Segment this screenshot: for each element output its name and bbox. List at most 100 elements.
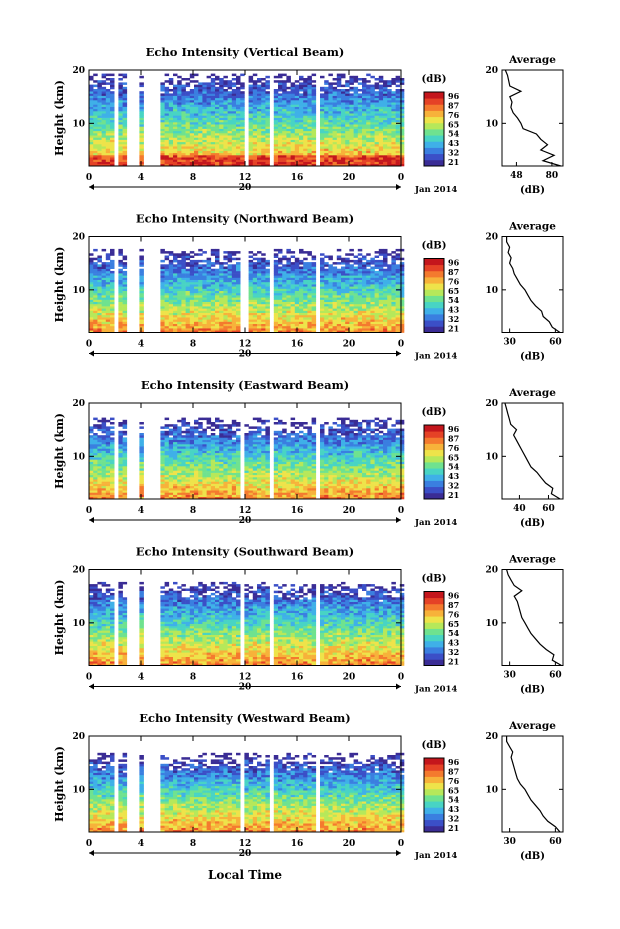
heatmap-cell <box>177 84 182 88</box>
heatmap-cell <box>93 146 98 149</box>
heatmap-cell <box>374 325 380 329</box>
heatmap-cell <box>366 319 371 322</box>
heatmap-cell <box>257 275 262 278</box>
heatmap-cell <box>311 266 317 269</box>
heatmap-cell <box>265 292 270 296</box>
heatmap-cell <box>324 144 329 147</box>
heatmap-cell <box>105 152 111 156</box>
heatmap-cell <box>118 148 123 151</box>
heatmap-cell <box>97 152 102 156</box>
heatmap-cell <box>332 314 338 318</box>
heatmap-cell <box>387 89 392 92</box>
heatmap-cell <box>294 106 300 110</box>
heatmap-cell <box>198 328 203 331</box>
heatmap-cell <box>387 157 392 160</box>
heatmap-cell <box>362 80 367 83</box>
heatmap-cell <box>181 117 186 121</box>
heatmap-cell <box>240 122 245 125</box>
heatmap-cell <box>357 268 363 272</box>
heatmap-cell <box>173 281 178 285</box>
heatmap-cell <box>303 95 308 99</box>
heatmap-cell <box>299 163 304 167</box>
heatmap-cell <box>223 119 228 123</box>
heatmap-cell <box>336 95 342 99</box>
heatmap-cell <box>93 290 98 294</box>
heatmap-cell <box>236 80 241 83</box>
heatmap-cell <box>303 266 308 269</box>
heatmap-cell <box>202 496 207 500</box>
heatmap-cell <box>261 97 266 101</box>
heatmap-cell <box>173 492 178 495</box>
heatmap-cell <box>366 93 371 96</box>
heatmap-cell <box>286 93 291 96</box>
heatmap-cell <box>164 330 170 333</box>
heatmap-cell <box>273 277 279 280</box>
heatmap-cell <box>345 144 350 147</box>
heatmap-cell <box>89 312 94 316</box>
heatmap-cell <box>160 325 165 329</box>
heatmap-cell <box>362 82 367 85</box>
heatmap-cell <box>223 310 228 313</box>
heatmap-cell <box>387 321 392 324</box>
heatmap-cell <box>328 312 333 316</box>
heatmap-cell <box>366 325 371 329</box>
heatmap-cell <box>261 290 266 294</box>
heatmap-cell <box>349 122 354 125</box>
heatmap-cell <box>378 494 384 498</box>
heatmap-cell <box>160 314 165 318</box>
heatmap-cell <box>345 108 350 112</box>
heatmap-cell <box>366 161 371 165</box>
heatmap-cell <box>194 295 199 298</box>
heatmap-cell <box>391 163 396 167</box>
heatmap-cell <box>122 306 128 309</box>
heatmap-cell <box>261 277 266 280</box>
heatmap-cell <box>378 284 384 287</box>
date-label: Jan 2014 <box>414 352 457 362</box>
heatmap-cell <box>89 297 94 300</box>
heatmap-cell <box>374 288 380 291</box>
heatmap-cell <box>357 155 363 158</box>
heatmap-cell <box>173 89 178 92</box>
heatmap-cell <box>139 146 144 149</box>
heatmap-cell <box>387 141 392 145</box>
heatmap-cell <box>370 310 375 313</box>
heatmap-cell <box>341 146 346 149</box>
heatmap-cell <box>278 251 283 254</box>
heatmap-cell <box>231 279 237 283</box>
heatmap-cell <box>194 102 199 105</box>
heatmap-cell <box>177 292 182 296</box>
heatmap-cell <box>164 80 170 83</box>
heatmap-cell <box>177 95 182 99</box>
heatmap-cell <box>210 93 216 96</box>
x-tick-label: 0 <box>398 340 404 350</box>
heatmap-cell <box>265 133 270 136</box>
heatmap-cell <box>139 161 144 165</box>
colorbar-segment <box>424 307 444 315</box>
heatmap-cell <box>324 95 329 99</box>
heatmap-cell <box>198 141 203 145</box>
heatmap-cell <box>345 95 350 99</box>
heatmap-cell <box>399 152 405 156</box>
heatmap-cell <box>93 161 98 165</box>
heatmap-cell <box>328 133 333 136</box>
heatmap-cell <box>227 108 233 112</box>
heatmap-cell <box>261 321 266 324</box>
heatmap-cell <box>353 135 359 138</box>
heatmap-cell <box>93 490 98 493</box>
heatmap-cell <box>168 292 174 296</box>
heatmap-cell <box>240 135 245 138</box>
heatmap-cell <box>387 312 392 316</box>
heatmap-cell <box>177 277 182 280</box>
heatmap-cell <box>299 111 304 114</box>
heatmap-cell <box>278 97 283 101</box>
heatmap-cell <box>332 292 338 296</box>
heatmap-cell <box>198 82 203 85</box>
heatmap-cell <box>349 111 354 114</box>
average-profile-line <box>506 236 561 333</box>
heatmap-cell <box>97 84 102 88</box>
heatmap-cell <box>282 308 287 311</box>
heatmap-cell <box>89 95 94 99</box>
heatmap-cell <box>345 303 350 307</box>
heatmap-cell <box>278 277 283 280</box>
heatmap-cell <box>257 317 262 320</box>
